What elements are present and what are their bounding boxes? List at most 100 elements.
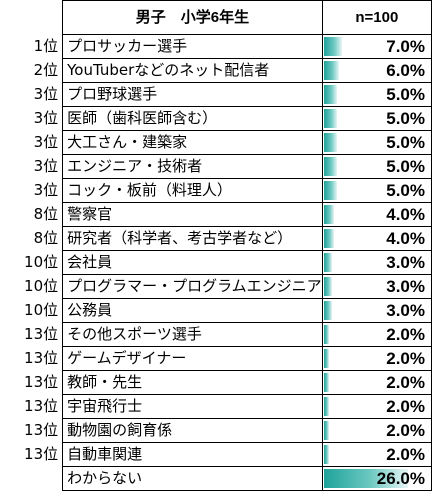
data-bar xyxy=(323,397,329,416)
percentage-label: 5.0% xyxy=(386,109,425,128)
data-bar xyxy=(323,229,334,248)
percentage-label: 2.0% xyxy=(386,325,425,344)
percentage-label: 3.0% xyxy=(386,253,425,272)
occupation-cell: プログラマー・プログラムエンジニア xyxy=(62,274,323,299)
table-row: 13位 その他スポーツ選手 2.0% xyxy=(0,322,432,347)
table-row: 10位 会社員 3.0% xyxy=(0,250,432,275)
percentage-cell: 5.0% xyxy=(321,178,432,203)
occupation-cell: 自動車関連 xyxy=(62,442,323,467)
occupation-cell: 医師（歯科医師含む） xyxy=(62,106,323,131)
table-row: 13位 ゲームデザイナー 2.0% xyxy=(0,346,432,371)
table-row: 10位 公務員 3.0% xyxy=(0,298,432,323)
occupation-cell: わからない xyxy=(62,466,323,491)
percentage-cell: 5.0% xyxy=(321,154,432,179)
rank-cell: 13位 xyxy=(24,373,59,391)
occupation-cell: 会社員 xyxy=(62,250,323,275)
percentage-cell: 3.0% xyxy=(321,250,432,275)
data-bar xyxy=(323,181,337,200)
percentage-label: 7.0% xyxy=(386,37,425,56)
table-row: 3位 医師（歯科医師含む） 5.0% xyxy=(0,106,432,131)
rank-cell: 2位 xyxy=(33,61,59,79)
data-bar xyxy=(323,205,334,224)
table-row: 13位 自動車関連 2.0% xyxy=(0,442,432,467)
percentage-label: 6.0% xyxy=(386,61,425,80)
occupation-cell: プロサッカー選手 xyxy=(62,34,323,59)
data-bar xyxy=(323,301,332,320)
occupation-cell: YouTuberなどのネット配信者 xyxy=(62,58,323,83)
table-row: 8位 研究者（科学者、考古学者など） 4.0% xyxy=(0,226,432,251)
table-row: 3位 エンジニア・技術者 5.0% xyxy=(0,154,432,179)
data-bar xyxy=(323,85,337,104)
rank-cell: 3位 xyxy=(33,85,59,103)
percentage-label: 4.0% xyxy=(386,229,425,248)
table-row: 8位 警察官 4.0% xyxy=(0,202,432,227)
percentage-label: 4.0% xyxy=(386,205,425,224)
percentage-cell: 6.0% xyxy=(321,58,432,83)
rank-cell: 13位 xyxy=(24,349,59,367)
occupation-cell: ゲームデザイナー xyxy=(62,346,323,371)
sample-size-header: n=100 xyxy=(321,0,432,35)
data-bar xyxy=(323,109,337,128)
occupation-cell: 研究者（科学者、考古学者など） xyxy=(62,226,323,251)
percentage-cell: 26.0% xyxy=(321,466,432,491)
percentage-cell: 2.0% xyxy=(321,394,432,419)
header-blank-cell xyxy=(0,1,63,35)
percentage-cell: 7.0% xyxy=(321,34,432,59)
rank-cell: 10位 xyxy=(24,277,59,295)
percentage-label: 3.0% xyxy=(386,301,425,320)
rank-cell: 3位 xyxy=(33,157,59,175)
percentage-cell: 5.0% xyxy=(321,82,432,107)
rank-cell: 13位 xyxy=(24,421,59,439)
percentage-label: 3.0% xyxy=(386,277,425,296)
table-row: 1位 プロサッカー選手 7.0% xyxy=(0,34,432,59)
occupation-cell: 公務員 xyxy=(62,298,323,323)
percentage-label: 2.0% xyxy=(386,397,425,416)
data-bar xyxy=(323,157,337,176)
rank-cell: 3位 xyxy=(33,109,59,127)
rank-cell: 13位 xyxy=(24,325,59,343)
occupation-cell: コック・板前（料理人） xyxy=(62,178,323,203)
table-row: 13位 宇宙飛行士 2.0% xyxy=(0,394,432,419)
percentage-cell: 3.0% xyxy=(321,274,432,299)
percentage-cell: 2.0% xyxy=(321,346,432,371)
percentage-cell: 2.0% xyxy=(321,322,432,347)
occupation-cell: 動物園の飼育係 xyxy=(62,418,323,443)
table-row: 3位 大工さん・建築家 5.0% xyxy=(0,130,432,155)
occupation-ranking: 男子 小学6年生 n=100 1位 プロサッカー選手 7.0% 2位 YouTuberな… xyxy=(24,0,432,491)
percentage-cell: 2.0% xyxy=(321,442,432,467)
occupation-cell: エンジニア・技術者 xyxy=(62,154,323,179)
header-row: 男子 小学6年生 n=100 xyxy=(0,0,432,35)
data-bar xyxy=(323,61,339,80)
percentage-label: 5.0% xyxy=(386,85,425,104)
table-row: 3位 プロ野球選手 5.0% xyxy=(0,82,432,107)
percentage-cell: 4.0% xyxy=(321,202,432,227)
rank-cell: 13位 xyxy=(24,397,59,415)
data-bar xyxy=(323,325,329,344)
percentage-label: 2.0% xyxy=(386,445,425,464)
rank-cell: 8位 xyxy=(33,205,59,223)
occupation-cell: 教師・先生 xyxy=(62,370,323,395)
percentage-label: 2.0% xyxy=(386,421,425,440)
percentage-label: 2.0% xyxy=(386,373,425,392)
rank-cell: 1位 xyxy=(33,37,59,55)
rank-cell: 13位 xyxy=(24,445,59,463)
percentage-label: 5.0% xyxy=(386,133,425,152)
percentage-cell: 2.0% xyxy=(321,370,432,395)
rank-cell: 3位 xyxy=(33,181,59,199)
table-row: 3位 コック・板前（料理人） 5.0% xyxy=(0,178,432,203)
rank-cell: 10位 xyxy=(24,253,59,271)
occupation-cell: 大工さん・建築家 xyxy=(62,130,323,155)
occupation-cell: 宇宙飛行士 xyxy=(62,394,323,419)
percentage-cell: 2.0% xyxy=(321,418,432,443)
data-bar xyxy=(323,421,329,440)
ranking-body: 1位 プロサッカー選手 7.0% 2位 YouTuberなどのネット配信者 6.0% 3位プ… xyxy=(0,34,432,491)
occupation-cell: 警察官 xyxy=(62,202,323,227)
data-bar xyxy=(323,373,329,392)
data-bar xyxy=(323,349,329,368)
table-row: 2位 YouTuberなどのネット配信者 6.0% xyxy=(0,58,432,83)
group-label-header: 男子 小学6年生 xyxy=(62,0,323,35)
percentage-label: 5.0% xyxy=(386,157,425,176)
data-bar xyxy=(323,277,332,296)
table-row: 13位 教師・先生 2.0% xyxy=(0,370,432,395)
